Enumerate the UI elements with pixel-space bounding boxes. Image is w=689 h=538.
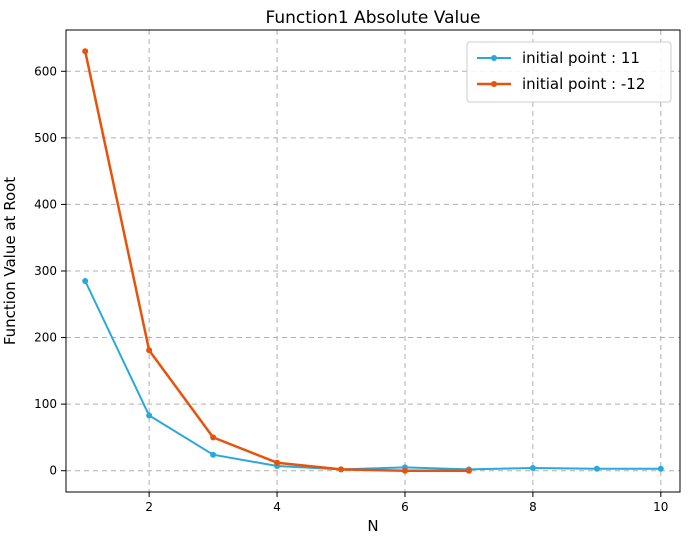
y-tick-label: 600: [34, 64, 57, 78]
y-tick-label: 300: [34, 264, 57, 278]
x-axis-label: N: [367, 517, 378, 535]
x-tick-label: 10: [653, 500, 668, 514]
chart-title: Function1 Absolute Value: [266, 8, 481, 28]
x-tick-label: 8: [529, 500, 537, 514]
y-axis-label: Function Value at Root: [1, 177, 19, 345]
legend-label-series-1: initial point : 11: [522, 49, 640, 67]
data-point-series-1: [82, 277, 89, 284]
y-tick-label: 100: [34, 397, 57, 411]
x-tick-label: 2: [145, 500, 153, 514]
data-point-series-2: [465, 467, 472, 474]
y-tick-label: 200: [34, 331, 57, 345]
data-point-series-2: [210, 434, 217, 441]
legend-marker-series-1: [491, 55, 497, 61]
legend-marker-series-2: [491, 81, 497, 87]
series-lines: [82, 48, 664, 474]
y-tick-label: 0: [49, 464, 57, 478]
data-point-series-1: [210, 451, 217, 458]
x-tick-label: 6: [401, 500, 409, 514]
data-point-series-2: [338, 466, 345, 473]
series-line-1: [84, 280, 661, 471]
data-point-series-1: [146, 412, 153, 419]
legend-box: [466, 41, 672, 103]
data-point-series-1: [529, 465, 536, 472]
y-tick-label: 500: [34, 131, 57, 145]
data-point-series-2: [274, 459, 281, 466]
data-point-series-2: [401, 467, 408, 474]
legend: initial point : 11 initial point : -12: [466, 41, 672, 103]
legend-label-series-2: initial point : -12: [522, 75, 645, 93]
data-point-series-1: [593, 465, 600, 472]
x-tick-label: 4: [273, 500, 281, 514]
plot-area-frame: [65, 29, 681, 493]
data-point-series-1: [657, 465, 664, 472]
data-point-series-2: [146, 347, 153, 354]
y-tick-label: 400: [34, 197, 57, 211]
data-point-series-2: [82, 48, 89, 55]
